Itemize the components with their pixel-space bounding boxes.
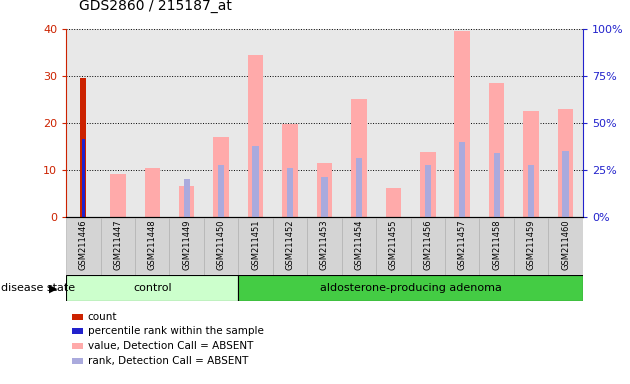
Bar: [80, 78, 86, 217]
Bar: [351, 99, 367, 217]
Bar: [169, 218, 204, 275]
Bar: [238, 218, 273, 275]
Text: GSM211458: GSM211458: [492, 220, 501, 270]
Text: GSM211448: GSM211448: [148, 220, 157, 270]
Text: GSM211449: GSM211449: [182, 220, 191, 270]
Text: GSM211460: GSM211460: [561, 220, 570, 270]
Bar: [317, 163, 332, 217]
Bar: [282, 124, 298, 217]
Bar: [66, 275, 238, 301]
Bar: [144, 167, 160, 217]
Text: aldosterone-producing adenoma: aldosterone-producing adenoma: [319, 283, 501, 293]
Bar: [341, 218, 376, 275]
Bar: [493, 154, 500, 217]
Bar: [218, 165, 224, 217]
Bar: [248, 55, 263, 217]
Bar: [479, 218, 514, 275]
Text: GSM211451: GSM211451: [251, 220, 260, 270]
Text: GSM211454: GSM211454: [355, 220, 364, 270]
Text: GSM211447: GSM211447: [113, 220, 122, 270]
Bar: [356, 158, 362, 217]
Bar: [307, 218, 341, 275]
Bar: [376, 218, 411, 275]
Text: percentile rank within the sample: percentile rank within the sample: [88, 326, 263, 336]
Bar: [101, 218, 135, 275]
Bar: [321, 177, 328, 217]
Text: GSM211453: GSM211453: [320, 220, 329, 270]
Bar: [179, 186, 195, 217]
Bar: [548, 218, 583, 275]
Text: GSM211455: GSM211455: [389, 220, 398, 270]
Bar: [563, 151, 569, 217]
Bar: [454, 31, 470, 217]
Text: control: control: [133, 283, 171, 293]
Text: GSM211450: GSM211450: [217, 220, 226, 270]
Bar: [425, 165, 431, 217]
Text: disease state: disease state: [1, 283, 76, 293]
Bar: [528, 165, 534, 217]
Bar: [514, 218, 548, 275]
Text: ▶: ▶: [50, 283, 58, 293]
Bar: [445, 218, 479, 275]
Bar: [420, 152, 435, 217]
Text: value, Detection Call = ABSENT: value, Detection Call = ABSENT: [88, 341, 253, 351]
Text: count: count: [88, 312, 117, 322]
Text: GSM211446: GSM211446: [79, 220, 88, 270]
Text: rank, Detection Call = ABSENT: rank, Detection Call = ABSENT: [88, 356, 248, 366]
Bar: [214, 137, 229, 217]
Bar: [524, 111, 539, 217]
Bar: [238, 275, 583, 301]
Bar: [273, 218, 307, 275]
Bar: [558, 109, 573, 217]
Text: GSM211459: GSM211459: [527, 220, 536, 270]
Text: GSM211452: GSM211452: [285, 220, 294, 270]
Text: GSM211457: GSM211457: [458, 220, 467, 270]
Bar: [110, 174, 125, 217]
Bar: [489, 83, 505, 217]
Bar: [204, 218, 238, 275]
Bar: [386, 188, 401, 217]
Bar: [82, 139, 85, 217]
Text: GSM211456: GSM211456: [423, 220, 432, 270]
Bar: [135, 218, 169, 275]
Bar: [183, 179, 190, 217]
Bar: [459, 142, 466, 217]
Bar: [287, 167, 293, 217]
Bar: [253, 146, 259, 217]
Text: GDS2860 / 215187_at: GDS2860 / 215187_at: [79, 0, 232, 13]
Bar: [66, 218, 101, 275]
Bar: [411, 218, 445, 275]
